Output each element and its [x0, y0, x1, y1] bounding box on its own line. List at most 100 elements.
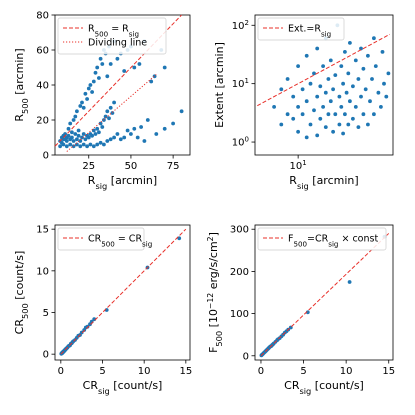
y-tick-label: 0	[43, 350, 49, 361]
data-point	[328, 58, 333, 63]
data-point	[296, 64, 300, 68]
data-point	[88, 142, 93, 147]
x-tick-label: 0	[258, 366, 264, 377]
data-point	[75, 137, 79, 142]
data-point	[71, 139, 76, 143]
legend-box	[257, 227, 387, 251]
legend-entry-label: F500=CRsig × const	[288, 234, 378, 249]
data-point	[296, 129, 300, 134]
data-point	[379, 105, 383, 109]
data-point	[308, 122, 313, 127]
reference-line	[60, 228, 187, 355]
data-point	[122, 135, 127, 140]
data-point	[91, 144, 96, 149]
data-point	[68, 142, 73, 147]
legend-box	[57, 17, 167, 55]
data-point	[61, 142, 66, 147]
data-point	[384, 94, 389, 99]
data-point	[337, 94, 342, 99]
data-point	[81, 142, 86, 147]
data-point	[300, 87, 305, 92]
x-axis-label: CRsig [count/s]	[284, 379, 364, 396]
y-tick-label: 100	[232, 136, 249, 149]
data-point	[139, 125, 144, 129]
data-point	[73, 132, 78, 136]
data-point	[373, 64, 378, 68]
data-point	[125, 128, 130, 133]
x-tick-label: 0	[58, 366, 64, 377]
data-point	[145, 118, 150, 122]
data-point	[339, 64, 344, 68]
legend: CR500 = CRsig	[57, 227, 152, 251]
data-point	[318, 116, 323, 121]
data-point	[386, 71, 391, 76]
data-point	[98, 140, 103, 145]
data-point	[333, 112, 338, 117]
x-tick-label: 15	[382, 366, 395, 377]
data-point	[102, 142, 106, 147]
data-point	[98, 56, 103, 61]
y-axis-label: CR500 [count/s]	[13, 251, 30, 335]
data-point	[179, 109, 184, 114]
x-tick-label: 5	[300, 366, 306, 377]
data-point	[361, 112, 366, 117]
legend: F500=CRsig × const	[257, 227, 387, 251]
data-point	[348, 99, 352, 104]
data-point	[76, 133, 81, 138]
data-point	[279, 122, 284, 127]
data-point	[372, 36, 376, 41]
data-point	[66, 126, 71, 131]
data-point	[351, 84, 355, 89]
data-point	[91, 79, 96, 84]
data-point	[353, 58, 358, 63]
data-point	[129, 132, 133, 136]
data-point	[372, 112, 376, 117]
data-point	[368, 99, 372, 104]
data-point	[315, 133, 320, 138]
data-point	[291, 116, 296, 121]
x-tick-label: 101	[290, 159, 307, 172]
data-point	[343, 112, 347, 117]
data-point	[118, 137, 123, 142]
data-point	[66, 133, 71, 138]
data-point	[331, 87, 335, 92]
data-point	[318, 84, 323, 89]
data-point	[331, 129, 335, 134]
data-point	[361, 66, 366, 71]
y-tick-label: 15	[36, 225, 49, 236]
x-tick-label: 25	[82, 161, 95, 172]
data-point	[366, 122, 370, 127]
data-point	[81, 105, 86, 110]
data-point	[351, 116, 355, 121]
data-point	[339, 105, 344, 109]
data-point	[321, 105, 325, 109]
y-tick-label: 101	[232, 77, 249, 90]
data-point	[344, 90, 349, 95]
data-point	[86, 86, 91, 91]
data-point	[353, 105, 358, 109]
y-axis-label: R500 [arcmin]	[13, 48, 30, 121]
data-point	[80, 135, 84, 140]
data-point	[70, 135, 74, 140]
data-point	[107, 116, 111, 121]
data-point	[97, 130, 101, 135]
data-point	[112, 135, 116, 140]
data-point	[346, 71, 351, 76]
data-point	[328, 99, 333, 104]
data-point	[58, 144, 62, 149]
data-point	[308, 81, 313, 86]
data-point	[95, 65, 100, 70]
data-point	[86, 135, 91, 140]
data-point	[93, 70, 98, 75]
y-tick-label: 100	[230, 309, 249, 320]
data-point	[285, 112, 290, 117]
data-point	[348, 41, 352, 45]
x-tick-label: 10	[340, 366, 353, 377]
data-point	[80, 100, 84, 105]
data-point	[312, 108, 316, 113]
y-tick-label: 10	[36, 266, 49, 277]
data-point	[304, 53, 309, 58]
data-point	[323, 90, 328, 95]
